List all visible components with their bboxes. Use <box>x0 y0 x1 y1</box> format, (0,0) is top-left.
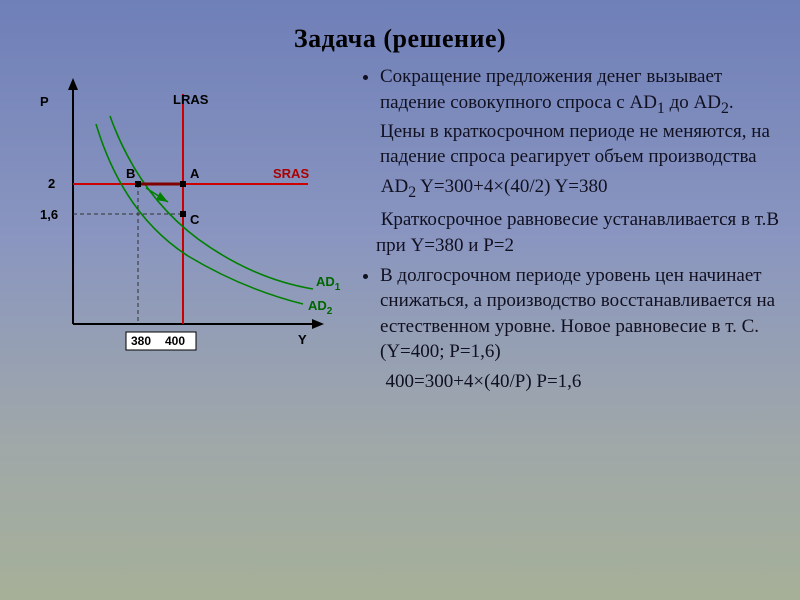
equation-2: 400=300+4×(40/P) P=1,6 <box>358 369 780 395</box>
equation-1: AD2 Y=300+4×(40/2) Y=380 <box>358 174 780 203</box>
pt-c-label: C <box>190 212 200 227</box>
pt-b-label: B <box>126 166 135 181</box>
adas-chart: P Y LRAS SRAS AD1 AD2 B A C 2 1,6 380 40… <box>18 64 348 364</box>
pt-a-label: A <box>190 166 200 181</box>
page-title: Задача (решение) <box>0 0 800 54</box>
x-axis-label: Y <box>298 332 307 347</box>
bullet-1: Сокращение предложения денег вызывает па… <box>380 64 780 170</box>
point-b <box>135 181 141 187</box>
explanation-text: Сокращение предложения денег вызывает па… <box>358 64 780 399</box>
ad1-curve <box>110 116 313 289</box>
lras-label: LRAS <box>173 92 209 107</box>
ad2-curve <box>96 124 303 304</box>
ytick-16: 1,6 <box>40 207 58 222</box>
point-c <box>180 211 186 217</box>
adjust-arrow <box>146 188 168 202</box>
xtick-400: 400 <box>165 334 185 348</box>
axes <box>68 78 324 329</box>
point-a <box>180 181 186 187</box>
bullet-2: В долгосрочном периоде уровень цен начин… <box>380 263 780 366</box>
ytick-2: 2 <box>48 176 55 191</box>
short-run-eq: Краткосрочное равновесие устанавливается… <box>358 207 780 258</box>
chart-container: P Y LRAS SRAS AD1 AD2 B A C 2 1,6 380 40… <box>18 64 358 399</box>
y-axis-label: P <box>40 94 49 109</box>
ad2-label: AD2 <box>308 298 333 317</box>
xtick-380: 380 <box>131 334 151 348</box>
ad1-label: AD1 <box>316 274 341 293</box>
content-row: P Y LRAS SRAS AD1 AD2 B A C 2 1,6 380 40… <box>0 54 800 399</box>
sras-label: SRAS <box>273 166 309 181</box>
